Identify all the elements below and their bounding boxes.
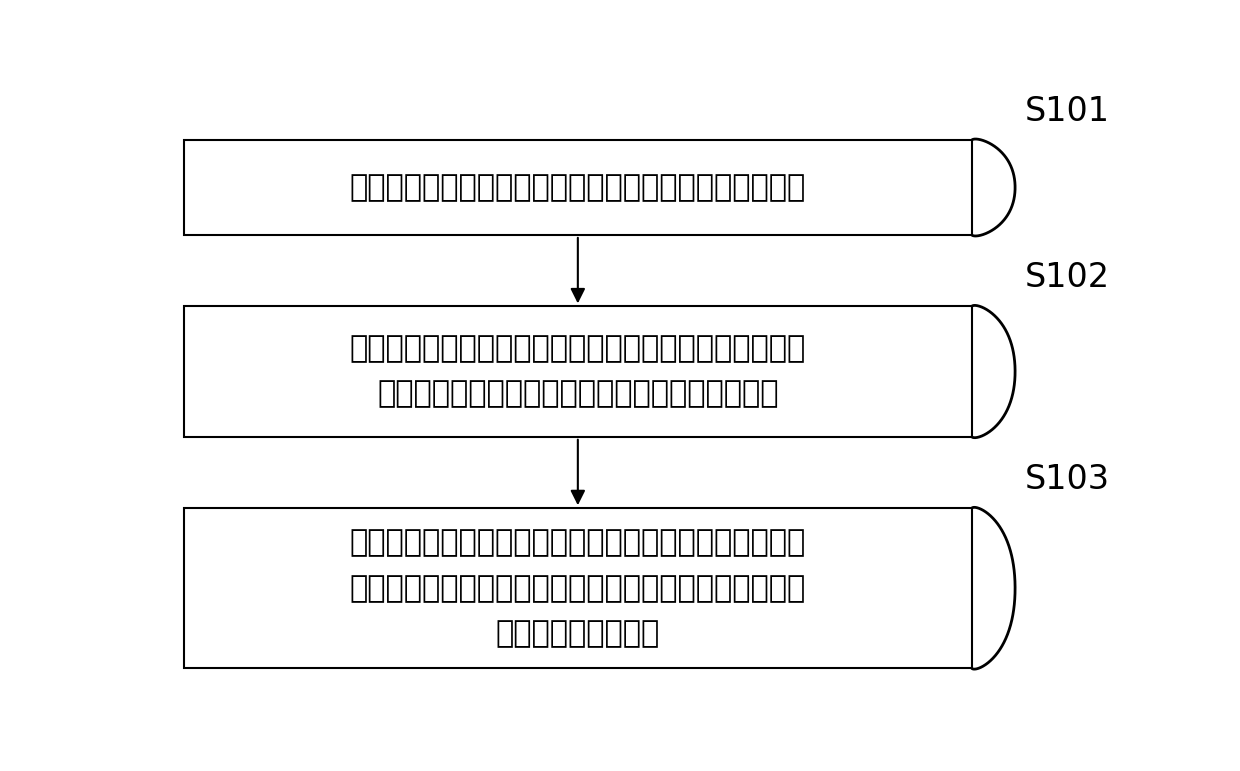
Text: 监控移动终端中当前启动的应用程序是否为预设应用程序: 监控移动终端中当前启动的应用程序是否为预设应用程序 <box>350 173 806 202</box>
Text: 若是，则获取应用程序在移动终端中的历史耗电数据，并
根据历史耗电数据计算应用程序的单位时间耗电量: 若是，则获取应用程序在移动终端中的历史耗电数据，并 根据历史耗电数据计算应用程序… <box>350 335 806 409</box>
Bar <box>184 306 972 437</box>
Bar <box>184 140 972 235</box>
Bar <box>184 508 972 668</box>
Text: S101: S101 <box>1024 95 1110 128</box>
Text: S103: S103 <box>1024 463 1110 497</box>
Text: S102: S102 <box>1024 261 1110 295</box>
Text: 基于应用程序的单位时间耗电量、移动终端当前运行环境
的总耗电权值以及移动终端的当前剩余电量计算移动终端
剩余电量的使用时间: 基于应用程序的单位时间耗电量、移动终端当前运行环境 的总耗电权值以及移动终端的当… <box>350 529 806 648</box>
